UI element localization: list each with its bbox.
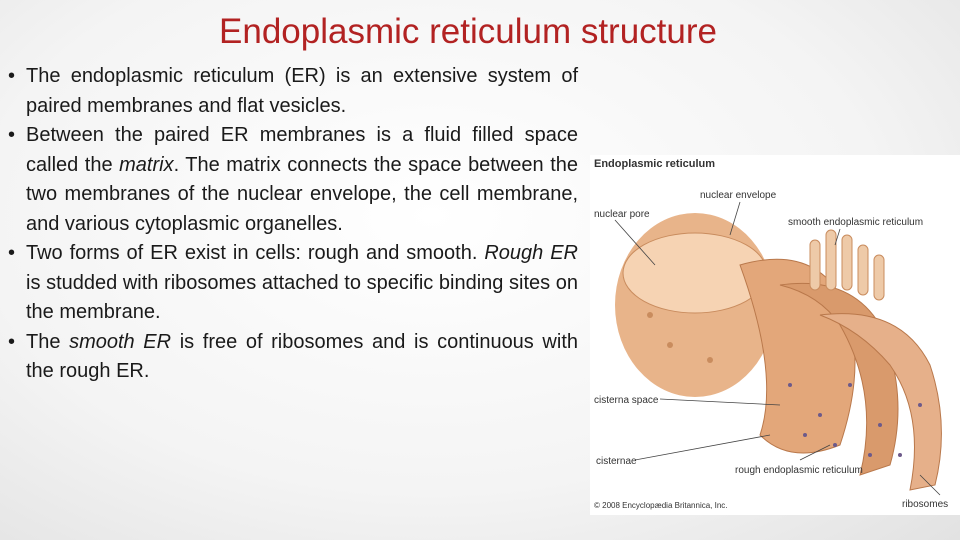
bullet: The endoplasmic reticulum (ER) is an ext…	[8, 62, 578, 121]
pore	[707, 357, 713, 363]
figure-label: nuclear envelope	[700, 190, 777, 201]
bullet-text: smooth ER	[69, 330, 172, 353]
figure-label: cisterna space	[594, 395, 659, 406]
bullet-text: is free of ribosomes and is continuous w…	[26, 330, 578, 383]
slide-title: Endoplasmic reticulum structure	[219, 12, 717, 51]
figure-label: smooth endoplasmic reticulum	[788, 217, 923, 228]
bullet-list: The endoplasmic reticulum (ER) is an ext…	[8, 62, 578, 387]
rough-er	[819, 313, 942, 491]
figure-label: cisternae	[596, 456, 637, 467]
bullet-text: . The matrix connects the space between …	[26, 153, 579, 235]
smooth-er	[809, 229, 885, 301]
bullet: Between the paired ER membranes is a flu…	[8, 121, 578, 239]
bullet-text: Between the paired ER membranes is a flu…	[26, 124, 578, 176]
figure-label: ribosomes	[902, 499, 948, 510]
ribosome-dots	[788, 383, 922, 457]
pore	[667, 342, 673, 348]
bullet-text: The	[26, 330, 70, 353]
bullet-text: Two forms of ER exist in cells: rough an…	[26, 242, 485, 264]
bullet: Two forms of ER exist in cells: rough an…	[8, 239, 578, 328]
figure-label: rough endoplasmic reticulum	[735, 465, 863, 476]
er-figure: Endoplasmic reticulum nuclear envelope n…	[590, 155, 960, 515]
figure-title: Endoplasmic reticulum	[594, 158, 715, 170]
pore	[647, 312, 653, 318]
bullet: The smooth ER is free of ribosomes and i…	[8, 328, 578, 387]
bullet-text: matrix	[119, 153, 174, 176]
figure-label: nuclear pore	[594, 209, 650, 220]
bullet-text: The endoplasmic reticulum (ER) is an ext…	[26, 65, 578, 117]
figure-credit: © 2008 Encyclopædia Britannica, Inc.	[594, 501, 728, 510]
bullet-text: Rough ER	[484, 242, 578, 264]
bullet-text: is studded with ribosomes attached to sp…	[26, 271, 578, 324]
leader-lines	[614, 201, 941, 496]
